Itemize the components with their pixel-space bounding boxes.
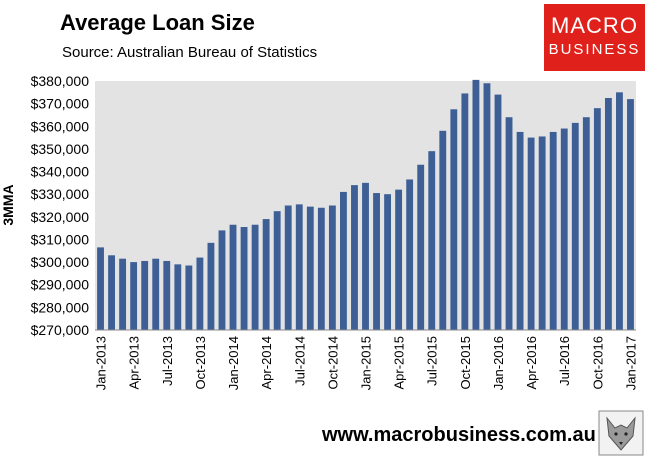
x-tick-label: Jan-2015 xyxy=(359,336,374,390)
bar xyxy=(538,136,546,330)
x-tick-label: Apr-2016 xyxy=(524,336,539,389)
bar xyxy=(295,204,303,330)
x-tick-label: Oct-2016 xyxy=(590,336,605,389)
bar xyxy=(240,227,248,330)
bar xyxy=(428,151,436,330)
y-tick-label: $380,000 xyxy=(31,73,90,89)
y-tick-label: $290,000 xyxy=(31,277,90,293)
bar xyxy=(306,206,314,330)
bar xyxy=(340,191,347,330)
x-tick-label: Oct-2015 xyxy=(458,336,473,389)
x-tick-label: Jan-2013 xyxy=(94,336,109,390)
macrobusiness-logo: MACRO BUSINESS xyxy=(544,4,645,71)
bar xyxy=(273,211,281,330)
y-tick-label: $360,000 xyxy=(31,118,90,134)
bar xyxy=(174,264,182,330)
bar xyxy=(560,128,568,330)
bar xyxy=(317,207,325,330)
bar xyxy=(130,262,138,330)
bar xyxy=(163,260,171,330)
bar xyxy=(494,94,502,330)
y-tick-label: $340,000 xyxy=(31,164,90,180)
x-tick-label: Jan-2014 xyxy=(226,336,241,390)
bar xyxy=(373,193,380,330)
bar xyxy=(384,194,392,330)
bar xyxy=(218,230,226,330)
bar xyxy=(108,255,115,330)
bar xyxy=(505,117,513,330)
x-tick-label: Apr-2014 xyxy=(259,336,274,389)
bar xyxy=(119,258,127,330)
bar xyxy=(362,182,369,330)
bar xyxy=(604,97,612,330)
x-tick-label: Oct-2013 xyxy=(193,336,208,389)
x-tick-label: Apr-2013 xyxy=(127,336,142,389)
bar xyxy=(439,130,447,330)
bar xyxy=(406,179,414,330)
bar xyxy=(284,205,292,330)
bar xyxy=(417,164,425,330)
bar xyxy=(571,122,579,330)
bar xyxy=(152,258,160,330)
wolf-logo-icon xyxy=(598,410,644,456)
logo-line-1: MACRO xyxy=(551,13,638,38)
bar xyxy=(627,99,634,330)
bar xyxy=(251,224,259,330)
bar xyxy=(207,242,215,330)
bar xyxy=(582,117,590,330)
chart-title: Average Loan Size xyxy=(60,10,255,35)
bar xyxy=(483,83,491,330)
bar-chart: $270,000 $280,000 $290,000 $300,000 $310,000… xyxy=(0,73,638,390)
bar xyxy=(461,93,469,330)
bar xyxy=(97,247,104,330)
x-tick-label: Jul-2016 xyxy=(557,336,572,386)
y-axis-label: 3MMA xyxy=(0,184,16,225)
bar xyxy=(185,265,193,330)
chart-subtitle: Source: Australian Bureau of Statistics xyxy=(62,44,318,61)
bar xyxy=(229,224,237,330)
y-tick-label: $310,000 xyxy=(31,231,90,247)
bar xyxy=(450,109,458,330)
bar xyxy=(395,189,403,330)
x-tick-label: Apr-2015 xyxy=(392,336,407,389)
bar xyxy=(262,219,270,330)
x-tick-label: Jul-2015 xyxy=(425,336,440,386)
x-tick-label: Jan-2017 xyxy=(623,336,638,390)
y-tick-label: $300,000 xyxy=(31,254,90,270)
bar xyxy=(196,257,204,330)
bar xyxy=(549,131,557,330)
x-tick-label: Jan-2016 xyxy=(491,336,506,390)
x-tick-label: Jul-2013 xyxy=(160,336,175,386)
bar xyxy=(593,108,601,330)
y-tick-label: $270,000 xyxy=(31,322,90,338)
y-tick-label: $280,000 xyxy=(31,299,90,315)
bar xyxy=(351,185,358,330)
bar xyxy=(516,131,524,330)
x-tick-label: Oct-2014 xyxy=(325,336,340,389)
y-tick-label: $350,000 xyxy=(31,141,90,157)
footer-url: www.macrobusiness.com.au xyxy=(322,424,596,446)
bar xyxy=(328,205,336,330)
bar xyxy=(527,137,535,330)
x-tick-label: Jul-2014 xyxy=(292,336,307,386)
bar xyxy=(616,92,623,330)
logo-line-2: BUSINESS xyxy=(548,41,641,58)
y-tick-label: $370,000 xyxy=(31,96,90,112)
bar xyxy=(472,79,480,331)
bar xyxy=(141,260,149,330)
y-tick-label: $330,000 xyxy=(31,186,90,202)
y-tick-label: $320,000 xyxy=(31,209,90,225)
